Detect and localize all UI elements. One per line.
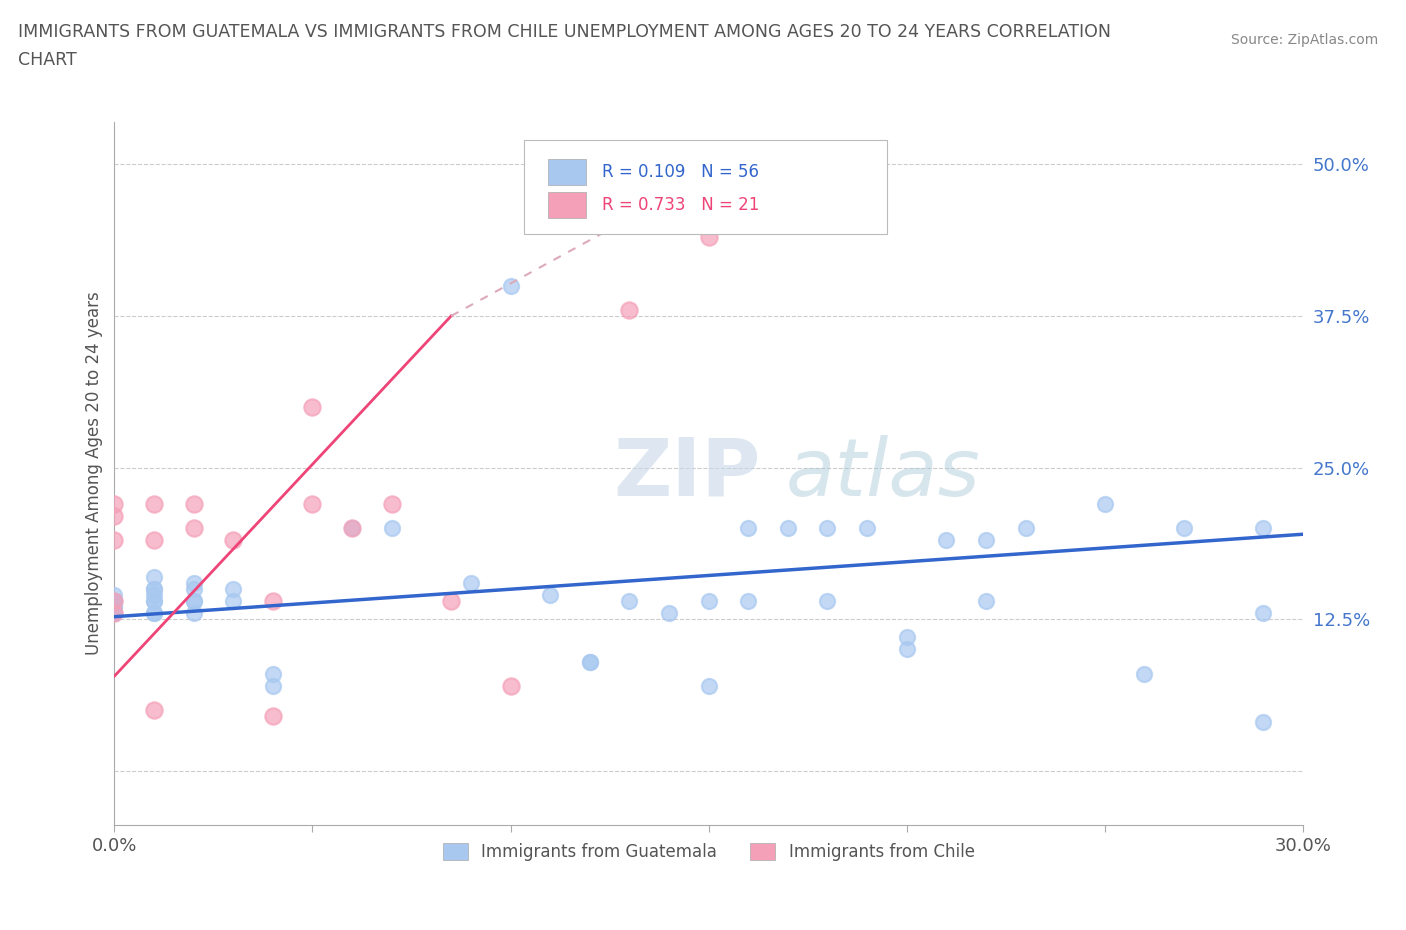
Point [381, 521, 404, 536]
Point [619, 302, 641, 317]
Point [143, 569, 166, 584]
Point [183, 593, 205, 608]
Point [974, 593, 997, 608]
Point [578, 654, 600, 669]
Text: CHART: CHART [18, 51, 77, 69]
Bar [548, 192, 586, 219]
Point [103, 593, 125, 608]
Point [183, 593, 205, 608]
Point [1251, 605, 1274, 620]
Point [262, 709, 284, 724]
Text: IMMIGRANTS FROM GUATEMALA VS IMMIGRANTS FROM CHILE UNEMPLOYMENT AMONG AGES 20 TO: IMMIGRANTS FROM GUATEMALA VS IMMIGRANTS … [18, 23, 1111, 41]
Point [143, 593, 166, 608]
Point [222, 533, 245, 548]
Point [183, 497, 205, 512]
Point [658, 605, 681, 620]
Point [538, 588, 561, 603]
Point [619, 593, 641, 608]
Point [1251, 715, 1274, 730]
Point [1251, 521, 1274, 536]
Point [340, 521, 363, 536]
Point [143, 533, 166, 548]
Point [1133, 666, 1156, 681]
Point [183, 576, 205, 591]
Point [143, 605, 166, 620]
Point [103, 497, 125, 512]
FancyBboxPatch shape [524, 140, 887, 234]
Point [103, 605, 125, 620]
Point [143, 703, 166, 718]
Point [974, 533, 997, 548]
Point [737, 593, 759, 608]
Point [896, 630, 918, 644]
Point [1173, 521, 1195, 536]
Point [262, 678, 284, 693]
Point [776, 521, 799, 536]
Point [103, 593, 125, 608]
Point [697, 678, 720, 693]
Legend: Immigrants from Guatemala, Immigrants from Chile: Immigrants from Guatemala, Immigrants fr… [436, 836, 981, 868]
Point [1014, 521, 1036, 536]
Point [697, 230, 720, 245]
Point [183, 521, 205, 536]
Text: Source: ZipAtlas.com: Source: ZipAtlas.com [1230, 33, 1378, 46]
Point [143, 581, 166, 596]
Point [143, 593, 166, 608]
Point [143, 497, 166, 512]
Point [896, 642, 918, 657]
Text: R = 0.109   N = 56: R = 0.109 N = 56 [602, 163, 759, 181]
Point [103, 533, 125, 548]
Point [301, 497, 323, 512]
Bar [548, 158, 586, 185]
Point [103, 600, 125, 615]
Point [103, 605, 125, 620]
Point [143, 581, 166, 596]
Text: R = 0.733   N = 21: R = 0.733 N = 21 [602, 196, 759, 214]
Text: atlas: atlas [786, 434, 980, 512]
Point [817, 521, 839, 536]
Point [262, 666, 284, 681]
Point [183, 581, 205, 596]
Point [103, 588, 125, 603]
Point [499, 278, 522, 293]
Point [103, 509, 125, 524]
Point [183, 605, 205, 620]
Point [460, 576, 482, 591]
Point [381, 497, 404, 512]
Y-axis label: Unemployment Among Ages 20 to 24 years: Unemployment Among Ages 20 to 24 years [86, 292, 103, 656]
Point [935, 533, 957, 548]
Point [222, 581, 245, 596]
Point [817, 593, 839, 608]
Point [143, 605, 166, 620]
Point [856, 521, 879, 536]
Point [1094, 497, 1116, 512]
Text: ZIP: ZIP [613, 434, 761, 512]
Point [103, 600, 125, 615]
Point [737, 521, 759, 536]
Point [103, 605, 125, 620]
Point [262, 593, 284, 608]
Point [440, 593, 463, 608]
Point [103, 605, 125, 620]
Point [143, 588, 166, 603]
Point [340, 521, 363, 536]
Point [301, 400, 323, 415]
Point [103, 593, 125, 608]
Point [578, 654, 600, 669]
Point [103, 605, 125, 620]
Point [103, 593, 125, 608]
Point [499, 678, 522, 693]
Point [222, 593, 245, 608]
Point [697, 593, 720, 608]
